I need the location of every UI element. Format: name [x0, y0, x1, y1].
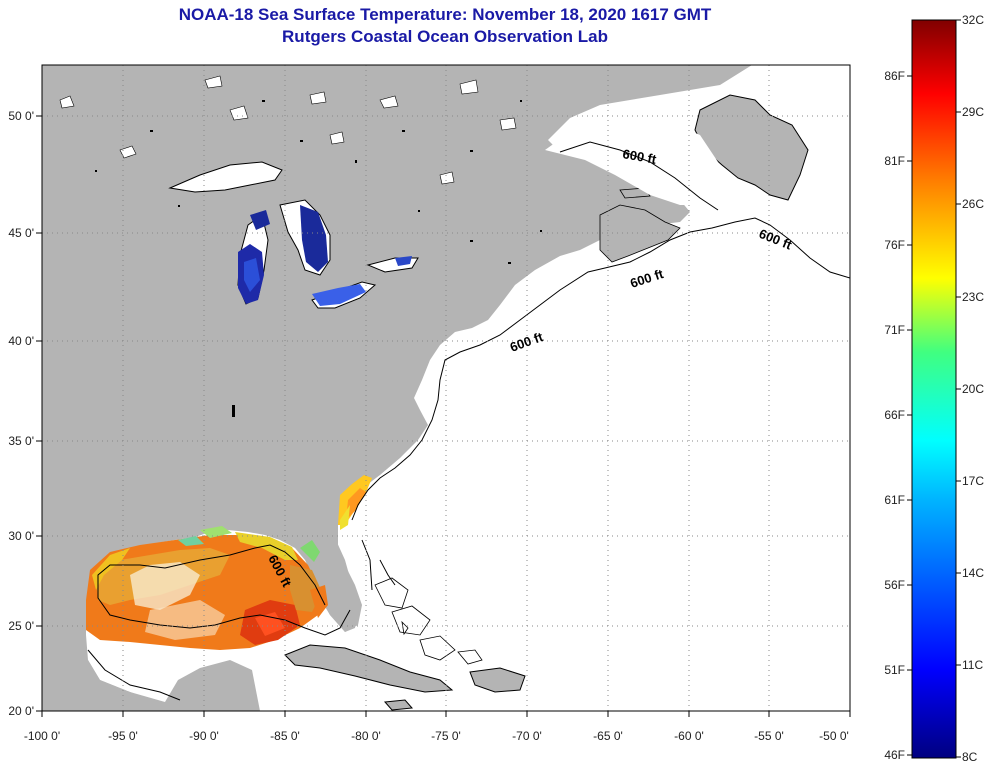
- canada-dots: [95, 100, 542, 417]
- celsius-label: 23C: [962, 290, 984, 304]
- fahrenheit-label: 46F: [884, 748, 905, 762]
- map-title: NOAA-18 Sea Surface Temperature: Novembe…: [178, 5, 712, 24]
- lat-label: 20 0': [8, 704, 34, 718]
- lon-label: -50 0': [819, 729, 849, 743]
- celsius-label: 20C: [962, 382, 984, 396]
- fahrenheit-label: 71F: [884, 323, 905, 337]
- lon-label: -60 0': [674, 729, 704, 743]
- nova-scotia-land: [599, 204, 681, 263]
- title-block: NOAA-18 Sea Surface Temperature: Novembe…: [40, 4, 850, 48]
- celsius-label: 29C: [962, 105, 984, 119]
- celsius-label: 11C: [962, 658, 983, 672]
- lon-label: -65 0': [593, 729, 623, 743]
- sst-gulf-of-mexico: [86, 526, 328, 650]
- fahrenheit-label: 76F: [884, 238, 905, 252]
- yucatan-land: [42, 640, 260, 711]
- axis-ticks: [36, 115, 851, 717]
- canada-lake-speckles: [59, 75, 517, 185]
- colorbar-fahrenheit-labels: 86F 81F 76F 71F 66F 61F 56F 51F 46F: [884, 69, 905, 762]
- celsius-label: 14C: [962, 566, 984, 580]
- celsius-label: 8C: [962, 750, 978, 764]
- cuba-land: [284, 644, 454, 693]
- fahrenheit-label: 51F: [884, 663, 905, 677]
- lon-label: -95 0': [108, 729, 138, 743]
- lat-label: 30 0': [8, 529, 34, 543]
- sst-gulf-stream: [338, 475, 372, 530]
- celsius-label: 17C: [962, 474, 984, 488]
- sst-great-lakes: [238, 205, 412, 306]
- fahrenheit-label: 81F: [884, 154, 905, 168]
- gulf-st-lawrence: [545, 112, 720, 205]
- fahrenheit-label: 61F: [884, 493, 905, 507]
- lat-label: 25 0': [8, 619, 34, 633]
- map-subtitle: Rutgers Coastal Ocean Observation Lab: [282, 27, 608, 46]
- fahrenheit-label: 66F: [884, 408, 905, 422]
- north-america-land: [42, 65, 752, 711]
- fahrenheit-label: 86F: [884, 69, 905, 83]
- colorbar-celsius-labels: 32C 29C 26C 23C 20C 17C 14C 11C 8C: [962, 13, 984, 764]
- lon-label: -55 0': [754, 729, 784, 743]
- colorbar-ticks: [907, 19, 961, 758]
- lon-label: -85 0': [270, 729, 300, 743]
- jamaica-land: [383, 699, 414, 711]
- lon-label: -70 0': [512, 729, 542, 743]
- lon-label: -100 0': [24, 729, 60, 743]
- contour-label-gulf-st-lawrence: 600 ft: [621, 146, 658, 167]
- latitude-labels: 50 0' 45 0' 40 0' 35 0' 30 0' 25 0' 20 0…: [8, 109, 34, 718]
- lat-label: 35 0': [8, 434, 34, 448]
- lake-superior: [168, 161, 283, 193]
- florida-land: [304, 538, 358, 632]
- lon-label: -75 0': [431, 729, 461, 743]
- fahrenheit-label: 56F: [884, 578, 905, 592]
- lat-label: 40 0': [8, 334, 34, 348]
- lat-label: 45 0': [8, 226, 34, 240]
- celsius-label: 26C: [962, 197, 984, 211]
- celsius-label: 32C: [962, 13, 984, 27]
- bahamas-banks: [374, 577, 483, 665]
- lat-label: 50 0': [8, 109, 34, 123]
- lon-label: -90 0': [189, 729, 219, 743]
- sst-colorbar: [911, 19, 957, 759]
- lon-label: -80 0': [351, 729, 381, 743]
- hispaniola-land: [469, 667, 526, 693]
- longitude-labels: -100 0' -95 0' -90 0' -85 0' -80 0' -75 …: [24, 729, 849, 743]
